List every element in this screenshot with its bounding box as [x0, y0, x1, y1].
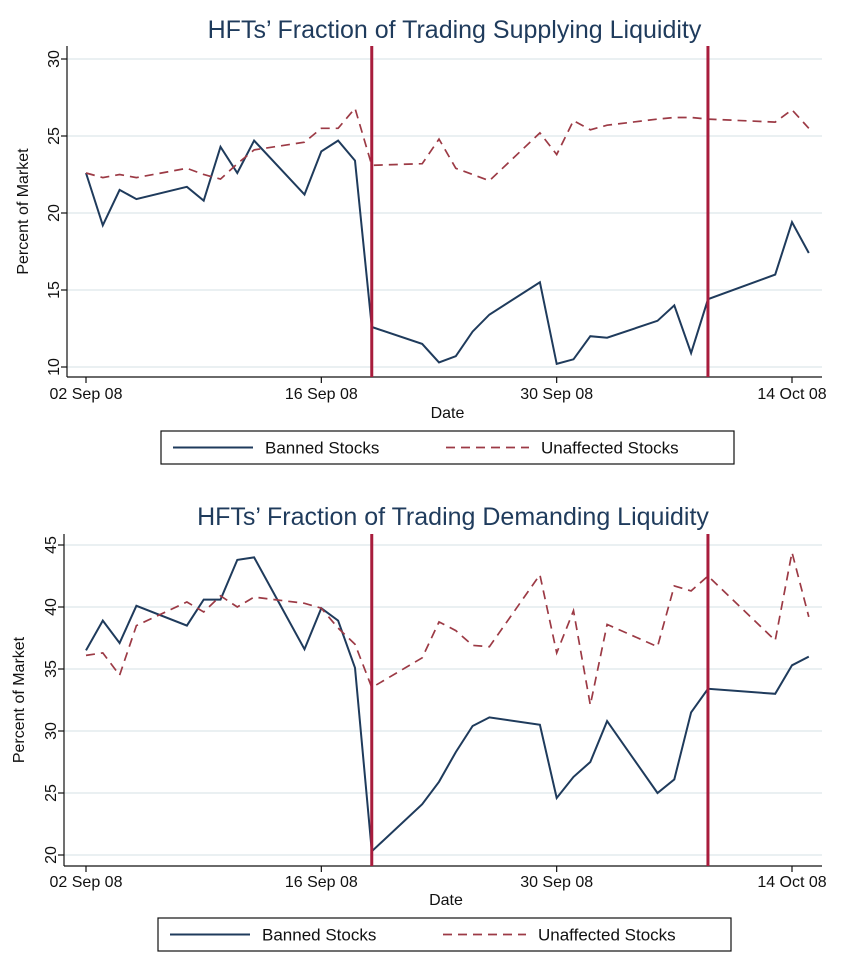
y-tick-label: 30	[46, 50, 63, 68]
legend-label-unaffected: Unaffected Stocks	[541, 439, 679, 458]
x-tick-label: 02 Sep 08	[50, 874, 123, 891]
x-tick-label: 14 Oct 08	[757, 386, 826, 403]
x-tick-label: 16 Sep 08	[285, 386, 358, 403]
series-line-unaffected	[85, 552, 810, 706]
y-axis-label: Percent of Market	[15, 148, 32, 275]
x-tick-label: 02 Sep 08	[50, 386, 123, 403]
chart-1: HFTs’ Fraction of Trading Supplying Liqu…	[15, 16, 827, 465]
legend: Banned Stocks Unaffected Stocks	[157, 917, 732, 952]
legend-label-unaffected: Unaffected Stocks	[538, 926, 676, 945]
y-axis-label: Percent of Market	[11, 636, 28, 763]
y-tick-label: 25	[43, 784, 60, 802]
x-axis-label: Date	[431, 405, 465, 422]
series-line-unaffected	[85, 106, 810, 182]
legend: Banned Stocks Unaffected Stocks	[160, 430, 735, 465]
y-tick-label: 25	[46, 127, 63, 145]
legend-box	[160, 430, 735, 465]
y-tick-label: 15	[46, 281, 63, 299]
y-tick-label: 20	[46, 204, 63, 222]
y-tick-label: 45	[43, 536, 60, 554]
y-tick-label: 20	[43, 846, 60, 864]
x-tick-label: 14 Oct 08	[757, 874, 826, 891]
x-axis-label: Date	[429, 892, 463, 909]
chart-2: HFTs’ Fraction of Trading Demanding Liqu…	[11, 503, 827, 952]
legend-label-banned: Banned Stocks	[262, 926, 376, 945]
x-tick-label: 30 Sep 08	[520, 386, 593, 403]
legend-label-banned: Banned Stocks	[265, 439, 379, 458]
y-tick-label: 30	[43, 722, 60, 740]
chart-title: HFTs’ Fraction of Trading Demanding Liqu…	[197, 503, 709, 531]
chart-title: HFTs’ Fraction of Trading Supplying Liqu…	[208, 16, 702, 44]
x-tick-label: 16 Sep 08	[285, 874, 358, 891]
series-line-banned	[85, 138, 810, 366]
x-tick-label: 30 Sep 08	[520, 874, 593, 891]
y-tick-label: 35	[43, 660, 60, 678]
series-line-banned	[85, 556, 810, 854]
y-tick-label: 40	[43, 598, 60, 616]
y-tick-label: 10	[46, 358, 63, 376]
